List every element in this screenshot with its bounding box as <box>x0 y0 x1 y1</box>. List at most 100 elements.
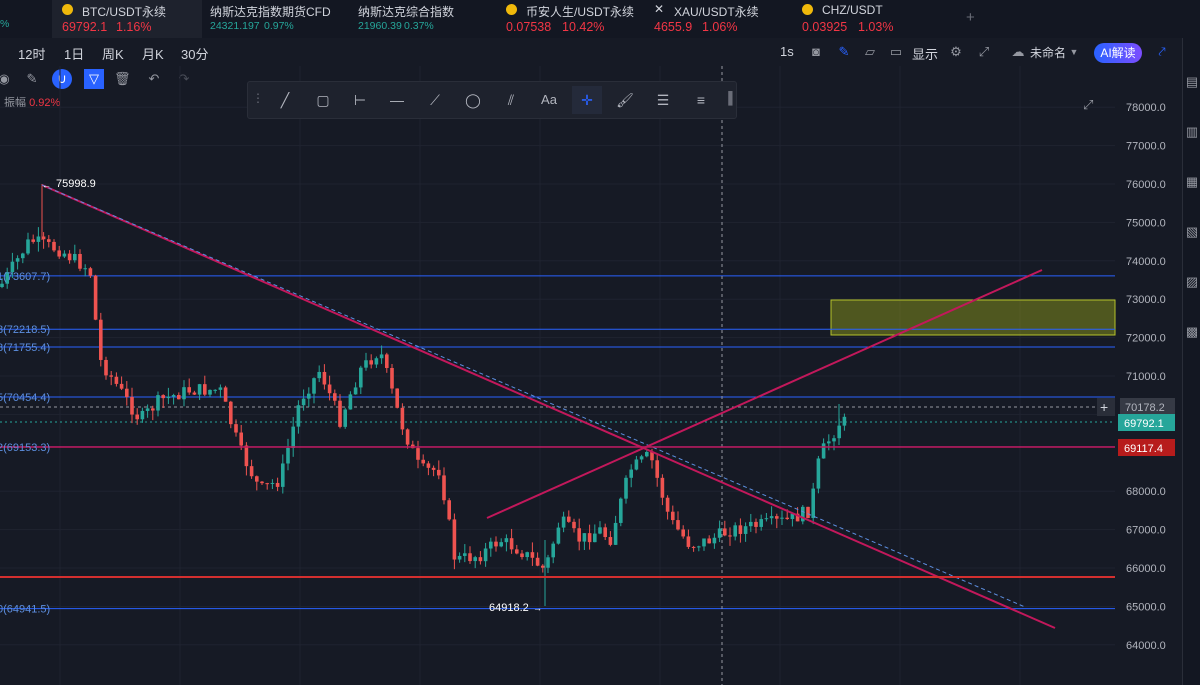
candle-body <box>322 371 327 385</box>
text-icon[interactable]: Aa <box>541 92 557 107</box>
amplitude-label: 振幅 <box>4 97 26 109</box>
interval-1s[interactable]: 1s <box>780 44 794 59</box>
ray-icon[interactable]: ⟋ <box>430 92 440 108</box>
price-tick: 65000.0 <box>1126 601 1166 613</box>
candle-body <box>119 383 124 389</box>
candle-body <box>665 497 670 512</box>
camera-icon[interactable]: ◙ <box>812 44 820 59</box>
tab-nasdaq-cfd[interactable]: 纳斯达克指数期货CFD 24321.197 0.97% <box>210 0 350 38</box>
price-tick: 67000.0 <box>1126 525 1166 537</box>
cloud-icon[interactable]: ☁ <box>1011 44 1025 59</box>
low-label: 64918.2 <box>489 602 529 614</box>
add-tab-icon[interactable]: + <box>966 9 975 26</box>
tab-btc-usdt[interactable]: BTC/USDT永续 69792.1 1.16% <box>52 0 202 38</box>
candle-body <box>405 429 410 445</box>
magnet-icon[interactable]: ∪ <box>52 69 72 89</box>
fib-labels: 1(73607.7) 8(72218.5) 8(71755.4) 5(70454.4)… <box>0 271 50 616</box>
parallel-channel-icon[interactable]: ⫽ <box>507 92 515 108</box>
candle-body <box>47 239 51 242</box>
rail-icon-1[interactable]: ▤ <box>1185 74 1199 89</box>
horizontal-range-icon[interactable]: ⊢ <box>353 92 367 108</box>
undo-icon[interactable]: ↶ <box>148 71 160 86</box>
ellipse-icon[interactable]: ◯ <box>465 92 481 108</box>
candle-body <box>785 517 789 520</box>
candle-body <box>374 358 379 365</box>
redo-icon[interactable]: ↷ <box>178 71 190 86</box>
trash-icon[interactable]: 🗑 <box>114 71 131 86</box>
tab-chz-usdt[interactable]: CHZ/USDT 0.03925 1.03% <box>802 0 932 38</box>
candle-body <box>780 517 784 519</box>
filter-icon[interactable]: ▽ <box>84 69 104 89</box>
rail-icon-5[interactable]: ▨ <box>1185 274 1199 289</box>
ai-interpret-button[interactable]: AI解读 <box>1094 43 1142 63</box>
horizontal-line-icon[interactable]: — <box>390 92 404 108</box>
rail-icon-3[interactable]: ▦ <box>1185 174 1199 189</box>
left-edge-tab[interactable]: % <box>0 0 40 38</box>
candle-body <box>431 467 436 470</box>
candle-body <box>567 516 571 522</box>
crosshair-icon[interactable]: ✛ <box>572 86 602 114</box>
interval-12h[interactable]: 12时 <box>18 47 46 62</box>
last-price-label: 69792.1 <box>1124 418 1164 430</box>
candle-body <box>385 354 389 368</box>
edit-icon[interactable]: ✎ <box>26 71 38 86</box>
brush-icon[interactable]: 🖌 <box>616 92 634 108</box>
trendline-rising[interactable] <box>486 269 1043 519</box>
pen-icon[interactable]: ✎ <box>838 44 850 59</box>
tab-xau-usdt[interactable]: ✕ XAU/USDT永续 4655.9 1.06% <box>654 0 784 38</box>
rail-icon-2[interactable]: ▥ <box>1185 124 1199 139</box>
tab-binance-life[interactable]: 币安人生/USDT永续 0.07538 10.42% <box>506 0 646 38</box>
display-button[interactable]: 显示 <box>912 47 939 62</box>
candle-body <box>348 394 353 410</box>
low-annotation: 64918.2 → <box>489 602 542 614</box>
expand-icon[interactable]: ⤢ <box>1083 97 1093 112</box>
rail-icon-4[interactable]: ▧ <box>1185 224 1199 239</box>
tab-nasdaq-composite[interactable]: 纳斯达克综合指数 21960.39 0.37% <box>358 0 498 38</box>
candlestick-chart[interactable]: 75998.9 ← 64918.2 → 1(73607.7) 8(72218.5)… <box>0 66 1182 685</box>
trendline-dashed[interactable] <box>41 184 1026 608</box>
price-axis: 78000.0 77000.0 76000.0 75000.0 74000.0 73000… <box>1126 102 1166 652</box>
amplitude-value: 0.92% <box>29 97 61 109</box>
rectangle-icon[interactable]: ▢ <box>316 92 330 108</box>
candle-body <box>275 482 280 487</box>
candle-body <box>645 451 649 457</box>
candle-body <box>390 367 394 389</box>
low-arrow: → <box>533 603 542 613</box>
line-icon[interactable]: ╱ <box>280 92 290 108</box>
candle-body <box>156 395 160 411</box>
layout-name[interactable]: 未命名 <box>1030 46 1067 60</box>
eye-icon[interactable]: ◉ <box>0 71 10 86</box>
candle-body <box>530 552 535 558</box>
drag-handle-icon[interactable]: ⋮ <box>252 91 264 105</box>
candle-body <box>613 522 618 545</box>
interval-week[interactable]: 周K <box>102 47 124 62</box>
candle-body <box>759 519 763 527</box>
chevron-down-icon[interactable]: ▼ <box>1069 47 1079 57</box>
gear-icon[interactable]: ⚙ <box>950 44 962 59</box>
line-price-label: 69117.4 <box>1124 443 1163 455</box>
trendline-main[interactable] <box>41 184 1056 629</box>
lines-list-icon[interactable]: ≡ <box>696 92 706 108</box>
candle-body <box>379 354 384 359</box>
crosshair-add-button[interactable] <box>1097 398 1115 416</box>
candle-body <box>676 520 680 530</box>
candle-body <box>249 466 254 477</box>
rail-icon-6[interactable]: ▩ <box>1185 324 1199 339</box>
interval-month[interactable]: 月K <box>142 47 164 62</box>
collapse-handle-icon[interactable]: ▐ <box>724 91 733 105</box>
share-icon[interactable]: ⤤ <box>1158 44 1166 59</box>
interval-1d[interactable]: 1日 <box>64 47 85 62</box>
fib-levels-icon[interactable]: ☰ <box>656 92 670 108</box>
candle-body <box>135 414 139 420</box>
candle-body <box>187 387 191 393</box>
last-price-bg <box>1118 414 1175 431</box>
fullscreen-icon[interactable]: ⤢ <box>978 44 990 59</box>
monitor-icon[interactable]: ▭ <box>889 44 903 59</box>
line-price-bg <box>1118 439 1175 456</box>
candle-body <box>78 253 82 269</box>
note-icon[interactable]: ▱ <box>865 44 875 59</box>
interval-30m[interactable]: 30分 <box>181 47 209 62</box>
candle-body <box>10 261 15 273</box>
candle-body <box>733 525 737 537</box>
candle-body <box>353 387 358 395</box>
